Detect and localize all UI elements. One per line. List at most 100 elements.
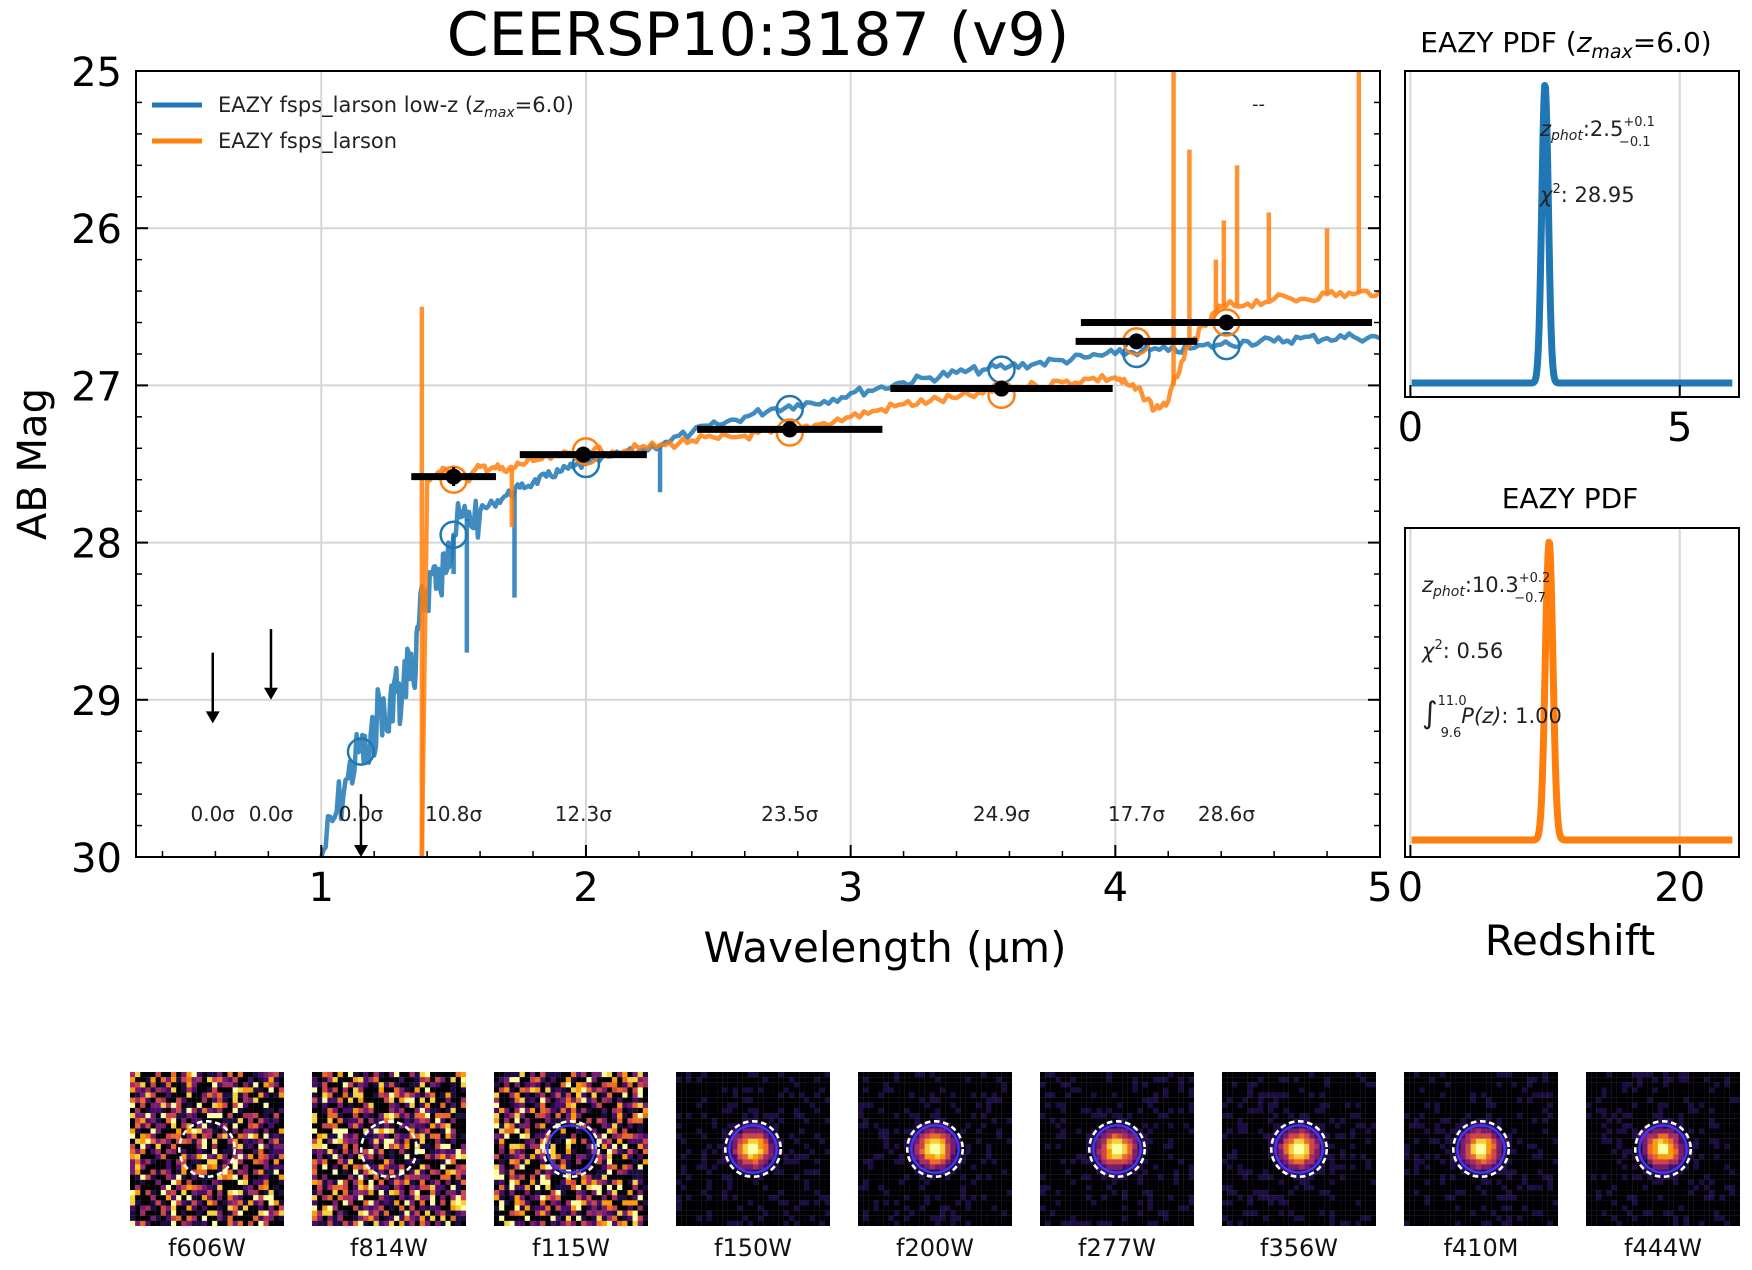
stamp-pixel	[499, 1149, 505, 1155]
stamp-pixel	[747, 1097, 754, 1103]
stamp-pixel	[186, 1200, 192, 1206]
stamp-pixel	[373, 1082, 379, 1088]
stamp-pixel	[227, 1200, 233, 1206]
stamp-pixel	[732, 1190, 738, 1196]
stamp-pixel	[868, 1092, 874, 1098]
stamp-pixel	[524, 1123, 531, 1129]
stamp-pixel	[165, 1092, 172, 1098]
stamp-pixel	[535, 1077, 541, 1083]
stamp-pixel	[888, 1200, 895, 1206]
stamp-pixel	[1060, 1097, 1066, 1103]
stamp-pixel	[560, 1133, 566, 1139]
stamp-pixel	[176, 1087, 182, 1093]
stamp-pixel	[717, 1077, 723, 1083]
stamp-pixel	[560, 1164, 566, 1170]
stamp-pixel	[642, 1154, 648, 1160]
stamp-pixel	[606, 1215, 613, 1221]
stamp-pixel	[560, 1200, 566, 1206]
stamp-pixel	[722, 1087, 728, 1093]
stamp-pixel	[414, 1190, 420, 1196]
stamp-pixel	[347, 1190, 354, 1196]
stamp-pixel	[1065, 1082, 1071, 1088]
stamp-pixel	[996, 1149, 1002, 1155]
stamp-pixel	[258, 1184, 264, 1191]
stamp-pixel	[222, 1118, 228, 1124]
stamp-pixel	[981, 1220, 987, 1226]
stamp-pixel	[722, 1092, 728, 1098]
stamp-pixel	[768, 1149, 774, 1155]
stamp-pixel	[378, 1179, 384, 1186]
stamp-pixel	[581, 1138, 587, 1144]
pdf-low-z-grid	[1409, 71, 1681, 397]
stamp-pixel	[332, 1195, 338, 1201]
stamp-pixel	[519, 1072, 525, 1078]
stamp-pixel	[253, 1082, 259, 1088]
stamp-pixel	[565, 1190, 572, 1196]
stamp-pixel	[140, 1195, 146, 1201]
stamp-pixel	[863, 1210, 869, 1216]
stamp-pixel	[722, 1077, 728, 1083]
stamp-pixel	[778, 1169, 784, 1175]
stamp-pixel	[686, 1210, 692, 1216]
stamp-pixel	[1117, 1092, 1123, 1098]
stamp-pixel	[278, 1077, 284, 1083]
stamp-pixel	[768, 1107, 774, 1114]
stamp-pixel	[965, 1220, 972, 1226]
stamp-pixel	[130, 1113, 136, 1119]
stamp-pixel	[732, 1102, 738, 1109]
stamp-pixel	[196, 1143, 202, 1150]
stamp-pixel	[960, 1220, 966, 1226]
stamp-pixel	[1122, 1072, 1128, 1078]
stamp-pixel	[986, 1097, 992, 1103]
stamp-pixel	[140, 1184, 146, 1191]
stamp-pixel	[727, 1128, 733, 1134]
stamp-pixel	[176, 1092, 182, 1098]
stamp-pixel	[237, 1102, 244, 1109]
stamp-pixel	[945, 1143, 951, 1150]
stamp-pixel	[550, 1164, 556, 1170]
stamp-pixel	[940, 1133, 946, 1139]
stamp-pixel	[893, 1092, 900, 1098]
stamp-pixel	[945, 1113, 951, 1119]
low-z-model-point	[987, 355, 1016, 384]
stamp-pixel	[550, 1123, 556, 1129]
stamp-pixel	[809, 1113, 815, 1119]
stamp-pixel	[1001, 1169, 1007, 1175]
stamp-pixel	[560, 1082, 566, 1088]
stamp-pixel	[601, 1195, 608, 1201]
stamp-pixel	[494, 1087, 500, 1093]
stamp-pixel	[981, 1107, 987, 1114]
stamp-pixel	[824, 1200, 830, 1206]
stamp-pixel	[617, 1128, 623, 1134]
stamp-pixel	[747, 1113, 754, 1119]
stamp-pixel	[419, 1072, 426, 1078]
stamp-pixel	[955, 1102, 961, 1109]
stamp-pixel	[737, 1138, 743, 1144]
stamp-pixel	[888, 1159, 895, 1165]
stamp-pixel	[263, 1154, 269, 1160]
stamp-pixel	[753, 1143, 759, 1150]
stamp-pixel	[322, 1143, 328, 1150]
stamp-pixel	[935, 1220, 941, 1226]
stamp-pixel	[986, 1143, 992, 1150]
stamp-pixel	[929, 1220, 936, 1226]
stamp-pixel	[545, 1087, 551, 1093]
stamp-pixel	[986, 1174, 992, 1180]
stamp-pixel	[960, 1169, 966, 1175]
stamp-pixel	[606, 1077, 613, 1083]
stamp-pixel	[327, 1128, 333, 1134]
stamp-pixel	[155, 1133, 161, 1139]
stamp-pixel	[445, 1159, 451, 1165]
stamp-pixel	[991, 1210, 997, 1216]
stamp-pixel	[514, 1190, 520, 1196]
stamp-pixel	[404, 1159, 410, 1165]
stamp-pixel	[606, 1174, 613, 1180]
stamp-pixel	[150, 1138, 156, 1144]
stamp-pixel	[358, 1077, 364, 1083]
stamp-pixel	[883, 1184, 889, 1191]
stamp-pixel	[863, 1174, 869, 1180]
stamp-pixel	[686, 1190, 692, 1196]
stamp-pixel	[612, 1184, 618, 1191]
stamp-pixel	[691, 1107, 697, 1114]
